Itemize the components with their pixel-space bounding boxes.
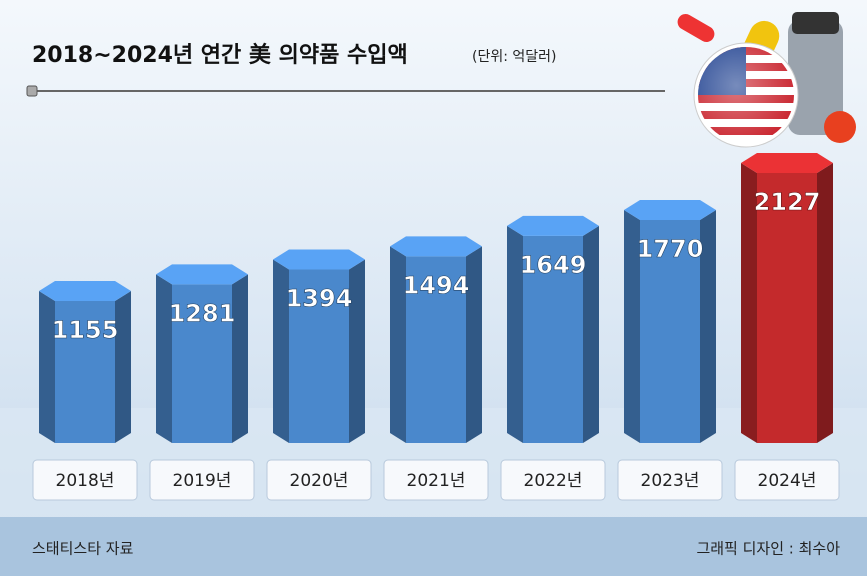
bar-right-side bbox=[115, 290, 131, 443]
bar-top bbox=[39, 280, 131, 301]
x-tick-label: 2018년 bbox=[56, 471, 115, 491]
bar-top bbox=[624, 199, 716, 220]
credit: 그래픽 디자인 : 최수아 bbox=[696, 540, 840, 558]
chart-title: 2018~2024년 연간 美 의약품 수입액 bbox=[32, 42, 408, 68]
x-tick-label: 2020년 bbox=[290, 471, 349, 491]
bar-right-side bbox=[817, 163, 833, 443]
bar-left-side bbox=[273, 259, 289, 443]
chart-subtitle: (단위: 억달러) bbox=[472, 49, 557, 65]
bar-top bbox=[507, 215, 599, 236]
bar-front bbox=[289, 269, 349, 443]
bar-front bbox=[640, 219, 700, 443]
bar-left-side bbox=[156, 274, 172, 443]
source: 스태티스타 자료 bbox=[32, 540, 134, 558]
x-tick-label: 2019년 bbox=[173, 471, 232, 491]
value-label: 1494 bbox=[403, 271, 470, 299]
x-tick-label: 2022년 bbox=[524, 471, 583, 491]
bar-right-side bbox=[232, 274, 248, 443]
bar-front bbox=[523, 235, 583, 443]
bar-left-side bbox=[390, 246, 406, 443]
bar-right-side bbox=[700, 209, 716, 443]
bar bbox=[156, 264, 248, 443]
category-box bbox=[383, 459, 489, 501]
bar bbox=[624, 199, 716, 443]
rule-knob bbox=[26, 85, 38, 97]
value-label: 2127 bbox=[754, 188, 821, 216]
category-box bbox=[500, 459, 606, 501]
value-label: 1770 bbox=[637, 235, 704, 263]
x-tick-label: 2023년 bbox=[641, 471, 700, 491]
category-box bbox=[734, 459, 840, 501]
bar-right-side bbox=[466, 246, 482, 443]
bar bbox=[390, 236, 482, 443]
x-tick-label: 2021년 bbox=[407, 471, 466, 491]
bar-left-side bbox=[624, 209, 640, 443]
bar-top bbox=[741, 153, 833, 173]
value-label: 1394 bbox=[286, 284, 353, 312]
bar-right-side bbox=[583, 225, 599, 443]
bar-top bbox=[390, 236, 482, 257]
bar-front bbox=[172, 284, 232, 443]
bar-top bbox=[156, 264, 248, 285]
bar-front bbox=[55, 300, 115, 443]
value-label: 1155 bbox=[52, 316, 119, 344]
value-label: 1281 bbox=[169, 299, 236, 327]
bar bbox=[273, 249, 365, 443]
category-box bbox=[32, 459, 138, 501]
x-tick-label: 2024년 bbox=[758, 471, 817, 491]
decoration bbox=[677, 12, 856, 148]
bar bbox=[741, 153, 833, 443]
bar bbox=[39, 280, 131, 443]
bar-top bbox=[273, 249, 365, 270]
bar-right-side bbox=[349, 259, 365, 443]
bar-left-side bbox=[507, 225, 523, 443]
footer-band bbox=[0, 517, 867, 576]
value-label: 1649 bbox=[520, 251, 587, 279]
category-box bbox=[149, 459, 255, 501]
bar-left-side bbox=[39, 290, 55, 443]
bar bbox=[507, 215, 599, 443]
category-box bbox=[266, 459, 372, 501]
bar-left-side bbox=[741, 163, 757, 443]
bar-front bbox=[406, 256, 466, 443]
bar-front bbox=[757, 173, 817, 443]
category-box bbox=[617, 459, 723, 501]
